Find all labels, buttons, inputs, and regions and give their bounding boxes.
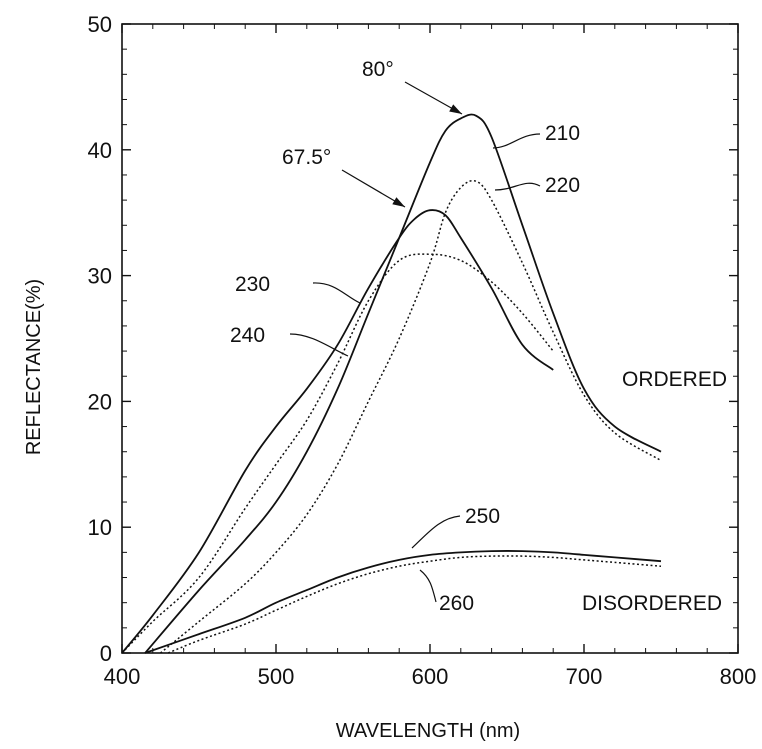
annotation-disordered: DISORDERED xyxy=(582,592,722,615)
annotation-ordered: ORDERED xyxy=(622,368,727,391)
leader-210 xyxy=(492,133,541,149)
series-layer xyxy=(121,113,662,654)
plot-border xyxy=(121,23,739,654)
y-tick-label: 30 xyxy=(88,264,112,289)
y-tick-label: 20 xyxy=(88,389,112,414)
y-tick-label: 0 xyxy=(100,641,112,666)
y-tick-label: 10 xyxy=(88,515,112,540)
curve-220 xyxy=(160,179,662,654)
x-tick-label: 400 xyxy=(104,664,141,689)
labels-layer: 210 220 230 240 250 260 80° 67.5° ORDERED DISORDE… xyxy=(230,58,727,615)
curve-210 xyxy=(144,113,662,654)
leader-220 xyxy=(494,182,541,191)
series-label-250: 250 xyxy=(465,505,500,528)
label-leaders xyxy=(289,81,541,603)
x-tick-label: 600 xyxy=(412,664,449,689)
annotation-80: 80° xyxy=(362,58,394,81)
plot-frame xyxy=(121,23,739,654)
x-axis-title: WAVELENGTH (nm) xyxy=(336,720,520,742)
series-label-210: 210 xyxy=(545,122,580,145)
x-tick-label: 800 xyxy=(720,664,757,689)
y-tick-label: 50 xyxy=(88,12,112,37)
x-tick-label: 500 xyxy=(258,664,295,689)
x-tick-label: 700 xyxy=(566,664,603,689)
curve-250 xyxy=(144,550,662,654)
annotation-arrowhead-80 xyxy=(449,104,462,114)
leader-240 xyxy=(289,333,349,357)
leader-260 xyxy=(419,569,437,603)
y-axis-title: REFLECTANCE(%) xyxy=(23,279,45,455)
series-label-230: 230 xyxy=(235,273,270,296)
curve-230 xyxy=(121,209,554,654)
annotation-arrowhead-675 xyxy=(392,197,405,207)
series-label-220: 220 xyxy=(545,174,580,197)
series-label-240: 240 xyxy=(230,324,265,347)
leader-230 xyxy=(312,282,361,304)
leader-250 xyxy=(411,515,461,549)
series-label-260: 260 xyxy=(439,592,474,615)
curve-260 xyxy=(167,555,662,654)
curve-240 xyxy=(121,253,554,654)
annotation-675: 67.5° xyxy=(282,146,331,169)
axis-ticks: 400 500 600 700 800 0 10 20 30 40 50 xyxy=(88,12,757,689)
y-tick-label: 40 xyxy=(88,138,112,163)
